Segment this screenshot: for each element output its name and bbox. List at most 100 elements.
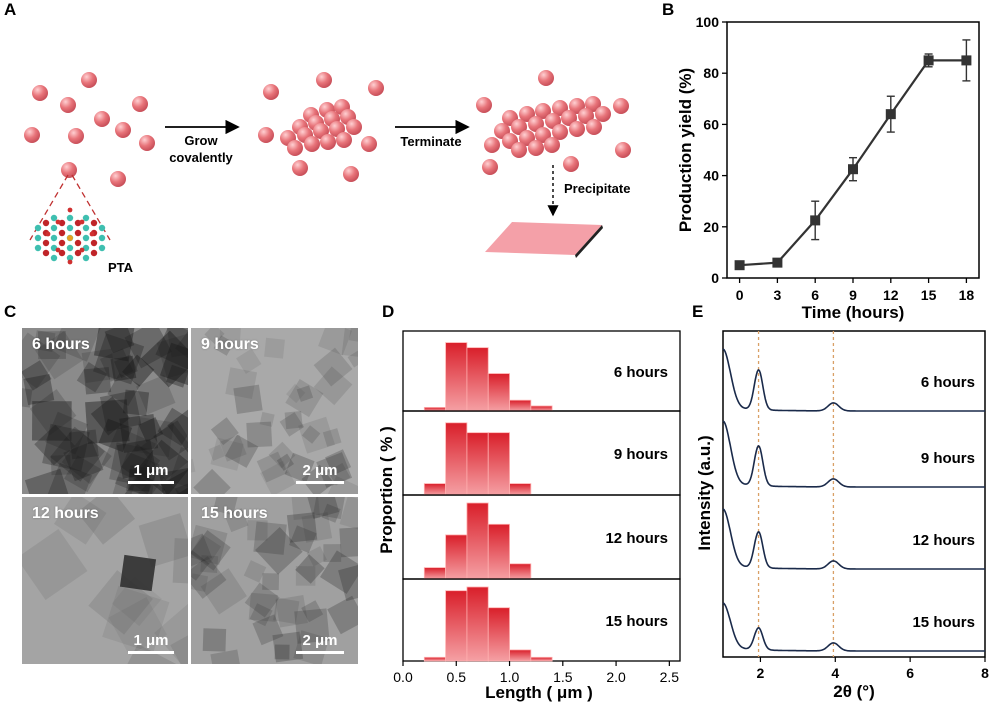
- atom: [58, 229, 66, 237]
- nanosheet-shape: [202, 628, 227, 652]
- nanosheet-shape: [77, 497, 136, 545]
- histogram-bar: [530, 656, 553, 662]
- nanosheet-shape: [140, 330, 188, 388]
- nanosheet-shape: [313, 497, 346, 520]
- particle: [258, 127, 274, 143]
- nanosheet-shape: [293, 630, 330, 664]
- nanosheet-shape: [248, 592, 278, 622]
- nanosheet-shape: [289, 525, 317, 554]
- atom: [66, 224, 74, 232]
- panel-letter-d: D: [382, 302, 395, 321]
- nanosheet-shape: [295, 566, 316, 586]
- nanosheet-shape: [159, 342, 188, 387]
- particle: [544, 137, 560, 153]
- yield-chart: 0 3 6 9 12 15 18 0 20 40 60 80 100 Time (hours) Prod…: [676, 14, 980, 322]
- x-tick-label: 12: [883, 287, 899, 303]
- nanosheet-shape: [225, 367, 258, 400]
- pta-molecule: [34, 207, 106, 265]
- nanosheet-shape: [210, 437, 244, 471]
- data-point: [810, 215, 821, 226]
- nanosheet-shape: [319, 550, 358, 594]
- x-tick-label: 15: [921, 287, 937, 303]
- atom: [45, 231, 51, 237]
- histogram-bar: [509, 399, 532, 412]
- nanosheet-shape: [213, 497, 239, 516]
- nanosheet-shape: [122, 354, 155, 387]
- nanosheet-shape: [301, 425, 321, 444]
- y-tick-label: 40: [703, 168, 719, 184]
- x-tick-label: 9: [849, 287, 857, 303]
- particle: [511, 142, 527, 158]
- nanosheet-shape: [155, 328, 188, 370]
- nanosheet-shape: [296, 385, 314, 402]
- atom: [58, 239, 66, 247]
- atom: [98, 224, 106, 232]
- nanosheet-shape: [153, 420, 188, 461]
- nanosheet-shape: [264, 337, 285, 359]
- nanosheet-shape: [134, 417, 175, 457]
- nanosheet-shape: [253, 521, 287, 555]
- nanosheet-shape: [313, 366, 353, 406]
- particle: [613, 98, 629, 114]
- nanosheet-shape: [236, 348, 262, 374]
- tem-texture: [191, 497, 358, 664]
- histogram-bar: [487, 373, 510, 412]
- tem-image-6h: 6 hours 1 μm: [22, 328, 188, 494]
- atom: [67, 235, 73, 241]
- atom: [82, 224, 90, 232]
- nanosheet-shape: [93, 328, 135, 362]
- nanosheet-shape: [119, 554, 157, 592]
- nanosheet-shape: [63, 441, 104, 482]
- precipitate-label: Precipitate: [564, 181, 630, 196]
- nanosheet-shape: [252, 614, 284, 646]
- x-tick-label: 2.0: [606, 669, 626, 685]
- x-tick-label: 1.5: [553, 669, 573, 685]
- atom: [82, 214, 90, 222]
- particle: [476, 97, 492, 113]
- nanosheet-shape: [175, 474, 188, 494]
- scale-bar: 2 μm: [296, 462, 344, 484]
- nanosheet-shape: [262, 573, 280, 591]
- particle: [287, 140, 303, 156]
- nanosheet-shape: [101, 426, 156, 482]
- nanosheet-shape: [210, 649, 243, 664]
- particle: [511, 119, 527, 135]
- histogram-bar: [466, 586, 489, 662]
- nanosheet-shape: [130, 463, 165, 494]
- histogram-bar: [466, 347, 489, 412]
- particle: [535, 103, 551, 119]
- panel-letter-e: E: [692, 302, 704, 321]
- nanosheet-shape: [159, 466, 188, 494]
- histogram-bar: [423, 656, 447, 662]
- histogram-bar: [466, 432, 489, 496]
- x-tick-label: 2.5: [660, 669, 680, 685]
- nanosheet-shape: [99, 348, 134, 382]
- xrd-curve: [722, 420, 985, 488]
- series-label: 15 hours: [912, 614, 975, 631]
- grow-label: Grow: [184, 133, 218, 148]
- nanosheet-shape: [113, 643, 184, 664]
- nanosheet-shape: [119, 413, 159, 453]
- nanosheet-shape: [85, 399, 130, 444]
- nanosheet-shape: [191, 534, 222, 566]
- y-tick-label: 100: [696, 14, 720, 30]
- nanosheet-shape: [193, 468, 231, 494]
- nanosheet-shape: [191, 524, 228, 565]
- nanosheet-shape: [191, 573, 209, 592]
- nanosheet-shape: [204, 328, 225, 345]
- panel-a-schematic: Grow covalently Terminate Precipitate PT…: [24, 70, 631, 275]
- nanosheet-shape: [301, 512, 333, 543]
- panel-letter-c: C: [4, 302, 17, 321]
- atom: [55, 219, 61, 225]
- nanosheet-shape: [166, 364, 188, 388]
- nanosheet-shape: [38, 331, 66, 360]
- nanosheet-shape: [122, 389, 150, 416]
- atom: [90, 249, 98, 257]
- particle: [94, 111, 110, 127]
- nanosheet-shape: [156, 332, 188, 379]
- nanosheet-shape: [53, 328, 101, 362]
- nanosheet-shape: [327, 462, 351, 486]
- atom: [42, 249, 50, 257]
- nanosheet-shape: [157, 407, 188, 446]
- atom: [89, 231, 95, 237]
